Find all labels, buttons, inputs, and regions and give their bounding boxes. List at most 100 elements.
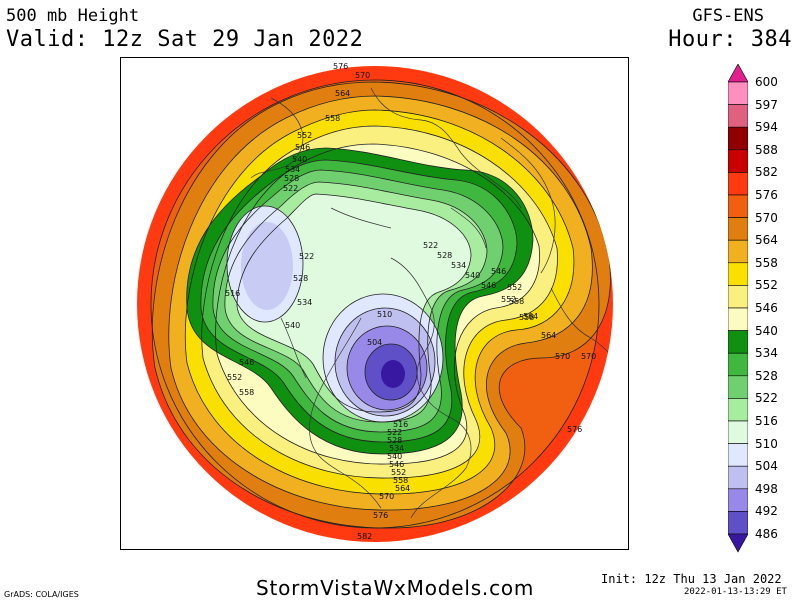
- legend-label: 564: [755, 233, 778, 248]
- contour-label: 534: [451, 261, 466, 270]
- contour-label: 564: [395, 484, 410, 493]
- contour-label: 558: [519, 313, 534, 322]
- legend-label: 600: [755, 75, 778, 89]
- legend-label: 552: [755, 278, 778, 293]
- contour-label: 522: [423, 241, 438, 250]
- contour-label: 522: [387, 428, 402, 437]
- contour-label: 570: [581, 352, 596, 361]
- contour-label: 534: [389, 444, 404, 453]
- legend-swatch: [727, 398, 749, 422]
- legend-swatch: [727, 511, 749, 535]
- init-time: Init: 12z Thu 13 Jan 2022: [601, 572, 782, 586]
- legend-label: 498: [755, 481, 778, 496]
- legend-swatch: [727, 239, 749, 264]
- legend-label: 510: [755, 436, 778, 451]
- contour-label: 528: [437, 251, 452, 260]
- generated-timestamp: 2022-01-13-13:29 ET: [684, 587, 787, 597]
- contour-label: 516: [225, 289, 240, 298]
- legend-swatch: [727, 81, 749, 105]
- contour-label: 576: [333, 62, 348, 71]
- legend-swatch: [727, 194, 749, 218]
- legend-label: 516: [755, 414, 778, 428]
- contour-lines: [150, 79, 611, 529]
- legend-label: 522: [755, 391, 778, 406]
- contour-label: 558: [393, 476, 408, 485]
- contour-labels: 5765705645585525465405345285225165225285…: [225, 62, 596, 541]
- contour-label: 516: [393, 420, 408, 429]
- contour-label: 534: [285, 165, 300, 174]
- contour-label: 546: [481, 281, 496, 290]
- legend-swatch: [727, 352, 749, 377]
- coastlines: [250, 87, 613, 519]
- contour-label: 546: [389, 460, 404, 469]
- contour-label: 546: [491, 267, 506, 276]
- contour-label: 552: [501, 295, 516, 304]
- legend-label: 486: [755, 527, 778, 541]
- contour-label: 558: [325, 114, 340, 123]
- legend-label: 558: [755, 255, 778, 270]
- height-map: 576 570 564 558 552 546 540 534 528 522 516 522 528 5…: [120, 57, 629, 550]
- legend-swatch: [727, 420, 749, 444]
- grads-credit: GrADS: COLA/IGES: [4, 590, 79, 599]
- contour-label: 558: [239, 388, 254, 397]
- legend-swatch: [727, 465, 749, 490]
- contour-label: 564: [335, 89, 350, 98]
- contour-label: 570: [379, 492, 394, 501]
- contour-label: 570: [355, 71, 370, 80]
- forecast-hour: Hour: 384: [668, 27, 792, 52]
- legend-swatch: [727, 104, 749, 128]
- legend-label: 528: [755, 368, 778, 383]
- contour-label: 504: [367, 338, 382, 347]
- legend-label: 540: [755, 323, 778, 338]
- map-title: 500 mb Height: [6, 6, 140, 26]
- contour-label: 510: [377, 310, 392, 319]
- contour-label: 528: [293, 274, 308, 283]
- contour-label: 522: [283, 184, 298, 193]
- legend-swatch: [727, 172, 749, 196]
- contour-label: 528: [284, 174, 299, 183]
- legend-label: 597: [755, 97, 778, 112]
- contour-label: 564: [541, 331, 556, 340]
- color-legend: [727, 63, 749, 568]
- legend-swatch: [727, 126, 749, 151]
- legend-swatch: [727, 330, 749, 354]
- valid-time: Valid: 12z Sat 29 Jan 2022: [6, 27, 364, 52]
- legend-label: 534: [755, 346, 778, 361]
- legend-label: 582: [755, 165, 778, 180]
- contour-label: 546: [239, 358, 254, 367]
- legend-swatch: [727, 307, 749, 331]
- legend-swatch: [727, 262, 749, 286]
- legend-label: 504: [755, 459, 778, 474]
- legend-swatch: [727, 217, 749, 241]
- contour-label: 546: [295, 143, 310, 152]
- legend-label: 492: [755, 504, 778, 519]
- legend-label: 588: [755, 142, 778, 157]
- legend-label: 570: [755, 210, 778, 225]
- legend-swatch: [727, 488, 749, 512]
- contour-label: 552: [297, 131, 312, 140]
- contour-label: 570: [555, 352, 570, 361]
- contour-label: 552: [227, 373, 242, 382]
- model-name: GFS-ENS: [692, 6, 764, 26]
- legend-swatch: [727, 375, 749, 399]
- contour-label: 540: [387, 452, 402, 461]
- legend-label: 594: [755, 120, 778, 135]
- legend-bar: [727, 63, 749, 553]
- legend-label: 546: [755, 301, 778, 315]
- contour-label: 552: [507, 283, 522, 292]
- contour-label: 540: [465, 271, 480, 280]
- contour-label: 576: [567, 425, 582, 434]
- legend-swatch: [727, 443, 749, 467]
- contour-label: 564: [523, 312, 538, 321]
- legend-swatch: [727, 149, 749, 173]
- low-west-504: [241, 222, 293, 310]
- legend-swatch: [727, 285, 749, 309]
- contour-label: 534: [297, 298, 312, 307]
- contour-label: 540: [292, 155, 307, 164]
- site-watermark: StormVistaWxModels.com: [256, 576, 535, 600]
- contour-label: 540: [285, 321, 300, 330]
- contour-label: 576: [373, 511, 388, 520]
- contour-label: 558: [509, 297, 524, 306]
- legend-arrow-bottom: [727, 533, 749, 553]
- contour-label: 552: [391, 468, 406, 477]
